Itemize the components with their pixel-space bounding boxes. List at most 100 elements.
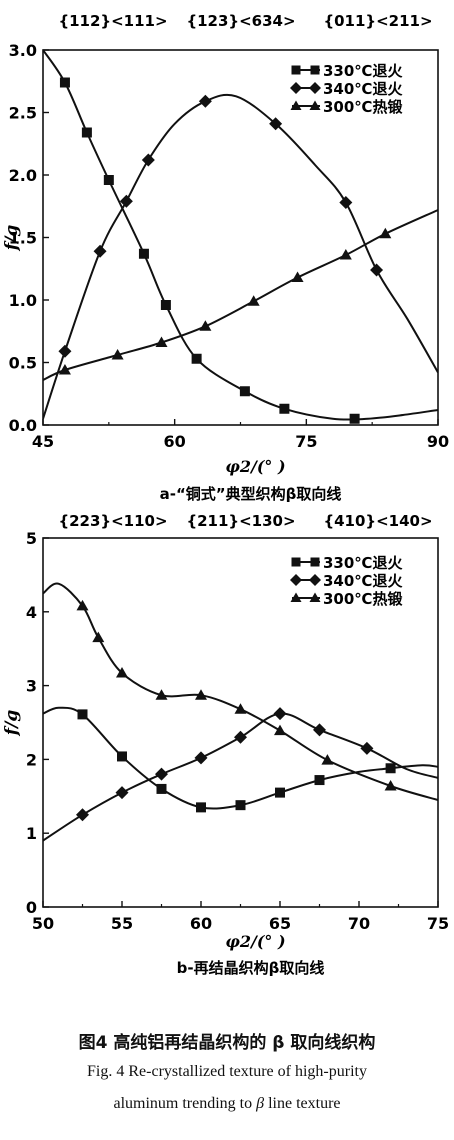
legend-label: 330℃退火 <box>323 554 403 572</box>
top-orientation-label: {410}<140> <box>323 512 432 530</box>
data-point-square <box>156 783 167 794</box>
series-line-diamond <box>43 93 438 420</box>
data-point-triangle <box>384 779 397 791</box>
data-point-diamond <box>93 244 107 258</box>
x-tick-label: 55 <box>111 914 133 933</box>
legend-marker-triangle <box>290 592 302 602</box>
data-point-triangle <box>116 667 128 678</box>
data-point-triangle <box>92 631 105 643</box>
data-point-triangle <box>58 364 71 375</box>
y-tick-label: 2.0 <box>9 166 37 185</box>
legend-label: 330℃退火 <box>323 62 403 80</box>
x-tick-label: 90 <box>427 432 449 451</box>
data-point-square <box>103 175 114 185</box>
data-point-square <box>349 413 360 424</box>
x-tick-label: 65 <box>269 914 291 933</box>
series-line-triangle <box>43 582 438 801</box>
data-point-square <box>77 709 88 720</box>
data-point-triangle <box>111 349 124 360</box>
top-orientation-label: {123}<634> <box>186 12 295 30</box>
data-point-triangle <box>321 754 334 765</box>
data-point-diamond <box>234 730 247 744</box>
y-tick-label: 1 <box>26 824 37 843</box>
x-tick-label: 70 <box>348 914 370 933</box>
data-point-diamond <box>155 767 168 781</box>
y-tick-label: 0.0 <box>9 416 37 435</box>
data-point-triangle <box>76 599 89 611</box>
y-tick-label: 0 <box>26 898 37 917</box>
data-point-square <box>235 800 246 811</box>
legend-label: 300℃热锻 <box>323 590 402 608</box>
data-point-triangle <box>195 689 207 700</box>
data-point-square <box>160 300 171 310</box>
data-point-square <box>81 127 92 138</box>
legend-marker-square <box>310 65 320 75</box>
top-orientation-label: {223}<110> <box>58 512 167 530</box>
chart-subcaption: b-再结晶织构β取向线 <box>177 959 325 977</box>
data-point-diamond <box>313 723 326 737</box>
x-tick-label: 60 <box>190 914 212 933</box>
series-line-triangle <box>43 209 438 381</box>
legend-marker-square <box>310 557 320 567</box>
y-axis-label: f/g <box>2 225 22 252</box>
y-tick-label: 2.5 <box>9 104 37 123</box>
y-axis-label: f/g <box>2 710 22 737</box>
x-axis-label: φ2/(° ) <box>225 932 285 951</box>
legend-marker-diamond <box>290 82 302 94</box>
data-point-triangle <box>247 295 260 306</box>
legend-marker-diamond <box>290 574 302 586</box>
series-line-square <box>43 706 438 810</box>
y-tick-label: 0.5 <box>9 354 37 373</box>
legend-marker-triangle <box>309 592 321 602</box>
legend-marker-triangle <box>309 100 321 110</box>
data-point-triangle <box>274 724 286 736</box>
caption-beta-symbol: β <box>256 1095 265 1112</box>
top-orientation-label: {112}<111> <box>58 12 167 30</box>
y-tick-label: 4 <box>26 603 37 622</box>
x-tick-label: 75 <box>295 432 317 451</box>
data-point-triangle <box>379 227 392 239</box>
data-point-square <box>239 386 250 397</box>
data-point-square <box>59 77 70 88</box>
data-point-diamond <box>76 808 89 822</box>
legend-marker-square <box>291 65 301 75</box>
data-point-square <box>117 751 127 762</box>
data-point-diamond <box>119 194 133 208</box>
figure-caption-en-line2: aluminum trending to β line texture <box>0 1095 454 1113</box>
x-tick-label: 60 <box>164 432 186 451</box>
data-point-square <box>275 787 285 798</box>
data-point-square <box>191 353 202 364</box>
data-point-square <box>138 248 149 259</box>
data-point-square <box>314 775 325 786</box>
data-point-triangle <box>339 249 352 260</box>
data-point-square <box>279 403 290 414</box>
figure-caption-en-line1: Fig. 4 Re-crystallized texture of high-p… <box>87 1063 367 1080</box>
caption-en-text: aluminum trending to <box>113 1095 257 1112</box>
y-tick-label: 2 <box>26 750 37 769</box>
figure-caption-cn: 图4 高纯铝再结晶织构的 β 取向线织构 <box>78 1033 376 1053</box>
data-point-square <box>196 802 206 813</box>
data-point-triangle <box>199 320 212 331</box>
x-axis-label: φ2/(° ) <box>225 457 285 476</box>
data-point-triangle <box>291 271 304 282</box>
chart-subcaption: a-“铜式”典型织构β取向线 <box>160 485 342 503</box>
x-tick-label: 50 <box>32 914 54 933</box>
data-point-square <box>385 763 396 774</box>
legend-label: 300℃热锻 <box>323 98 402 116</box>
data-point-diamond <box>115 786 129 800</box>
legend-marker-diamond <box>309 82 321 94</box>
y-tick-label: 1.0 <box>9 291 37 310</box>
chart-a: {112}<111> {123}<634> {011}<211> 45 60 75 90 0.… <box>2 12 449 503</box>
legend-marker-diamond <box>309 574 321 586</box>
data-point-diamond <box>273 707 287 721</box>
data-point-diamond <box>198 94 212 108</box>
caption-en-end: line texture <box>264 1095 341 1112</box>
top-orientation-label: {011}<211> <box>323 12 432 30</box>
data-point-triangle <box>155 336 168 347</box>
y-tick-label: 3.0 <box>9 41 37 60</box>
legend-marker-square <box>291 557 301 567</box>
y-tick-label: 1.5 <box>9 229 37 248</box>
legend-label: 340℃退火 <box>323 572 403 590</box>
data-point-diamond <box>339 196 353 209</box>
